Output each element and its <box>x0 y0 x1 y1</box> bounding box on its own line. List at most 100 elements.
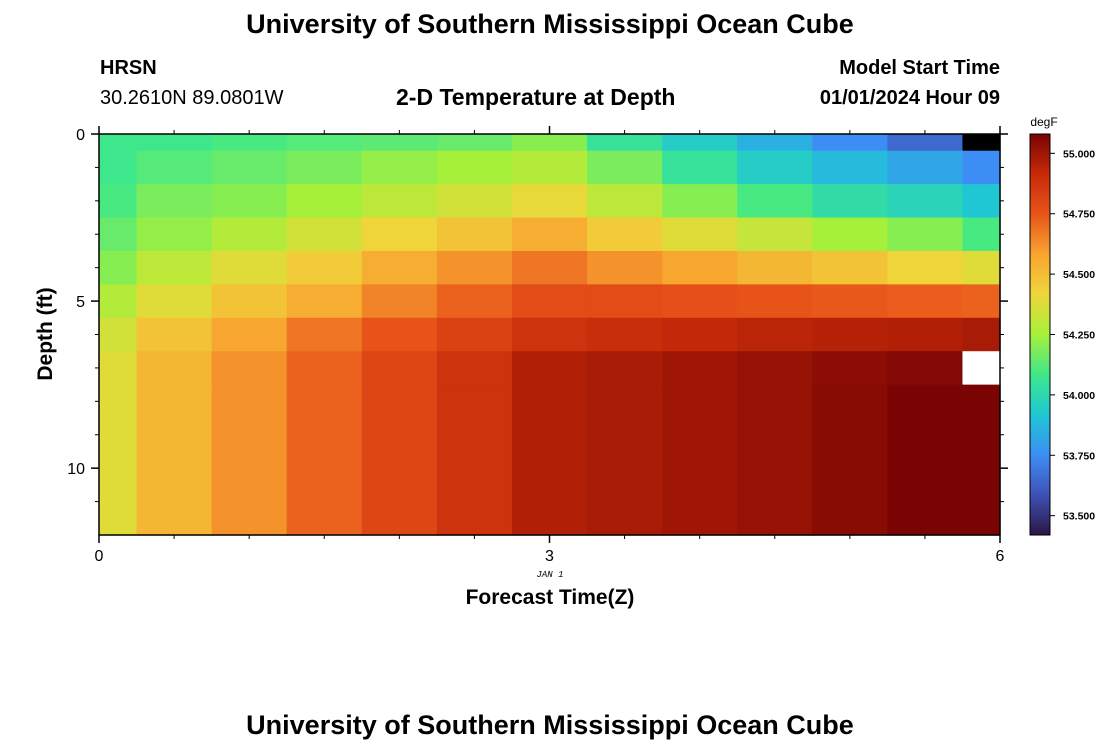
heatmap-cell <box>99 284 138 319</box>
heatmap-cell <box>962 351 1001 386</box>
plot-title: 2-D Temperature at Depth <box>396 84 676 110</box>
heatmap-cell <box>99 184 138 219</box>
heatmap-cell <box>361 250 438 285</box>
colorbar <box>1029 133 1051 536</box>
heatmap-cell <box>436 284 513 319</box>
x-axis-label: Forecast Time(Z) <box>466 586 635 609</box>
heatmap-cell <box>286 351 363 386</box>
heatmap-cell <box>99 134 138 152</box>
heatmap-cell <box>662 150 738 185</box>
heatmap-cell <box>361 217 438 252</box>
footer-title: University of Southern Mississippi Ocean… <box>246 710 854 740</box>
heatmap-cell <box>587 250 663 285</box>
heatmap-cell <box>737 150 813 185</box>
heatmap-cell <box>211 317 288 352</box>
heatmap-cell <box>662 134 738 152</box>
heatmap-cell <box>436 317 513 352</box>
heatmap-cell <box>511 317 588 352</box>
heatmap-cell <box>887 317 964 352</box>
heatmap-cell <box>587 317 663 352</box>
colorbar-tick-label: 54.750 <box>1063 209 1095 221</box>
heatmap-cell <box>887 250 964 285</box>
heatmap-cell <box>211 217 288 252</box>
heatmap-cell <box>286 150 363 185</box>
heatmap-cell <box>99 351 138 386</box>
heatmap-cell <box>812 250 888 285</box>
heatmap-cell <box>99 250 138 285</box>
heatmap-cell <box>737 317 813 352</box>
axes: 0 3 6 0 5 10 <box>67 126 1008 565</box>
heatmap-cell <box>211 351 288 386</box>
heatmap-cell <box>361 384 438 536</box>
heatmap-cell <box>436 134 513 152</box>
heatmap-cell <box>812 351 888 386</box>
heatmap-cell <box>211 150 288 185</box>
heatmap-cell <box>962 317 1001 352</box>
heatmap-cell <box>511 217 588 252</box>
heatmap-cells <box>99 134 1001 536</box>
colorbar-tick-label: 54.500 <box>1063 269 1095 281</box>
page-title: University of Southern Mississippi Ocean… <box>246 9 854 39</box>
heatmap-cell <box>812 134 888 152</box>
heatmap-cell <box>887 384 964 536</box>
heatmap-cell <box>737 351 813 386</box>
heatmap-cell <box>587 184 663 219</box>
station-name: HRSN <box>100 57 157 79</box>
heatmap-cell <box>887 217 964 252</box>
station-coordinates: 30.2610N 89.0801W <box>100 87 284 109</box>
heatmap-cell <box>286 384 363 536</box>
heatmap-cell <box>211 284 288 319</box>
heatmap-cell <box>737 284 813 319</box>
heatmap-cell <box>887 284 964 319</box>
heatmap-cell <box>812 384 888 536</box>
colorbar-tick-label: 55.000 <box>1063 148 1095 160</box>
heatmap-cell <box>99 150 138 185</box>
y-tick-label: 5 <box>76 294 85 311</box>
heatmap-cell <box>99 317 138 352</box>
heatmap-cell <box>662 384 738 536</box>
model-start-label: Model Start Time <box>839 57 1000 79</box>
heatmap-cell <box>286 284 363 319</box>
heatmap-cell <box>286 250 363 285</box>
heatmap-cell <box>136 317 213 352</box>
heatmap-cell <box>962 384 1001 536</box>
heatmap-cell <box>662 217 738 252</box>
heatmap-cell <box>511 250 588 285</box>
heatmap-cell <box>436 184 513 219</box>
y-tick-label: 10 <box>67 461 85 478</box>
heatmap-cell <box>587 284 663 319</box>
heatmap-cell <box>587 384 663 536</box>
heatmap-cell <box>887 351 964 386</box>
colorbar-tick-label: 53.750 <box>1063 450 1095 462</box>
heatmap-cell <box>286 317 363 352</box>
x-tick-label: 3 <box>545 548 554 565</box>
heatmap-cell <box>511 134 588 152</box>
heatmap-cell <box>511 184 588 219</box>
heatmap-cell <box>587 351 663 386</box>
heatmap-cell <box>511 351 588 386</box>
heatmap-cell <box>361 134 438 152</box>
heatmap-cell <box>662 250 738 285</box>
colorbar-tick-label: 54.250 <box>1063 330 1095 342</box>
heatmap-cell <box>211 384 288 536</box>
y-axis-label: Depth (ft) <box>34 287 57 380</box>
heatmap-cell <box>511 384 588 536</box>
temperature-depth-chart: 0 3 6 0 5 10 Forecast Time(Z) JAN 1 Depth (ft… <box>34 115 1095 609</box>
heatmap-cell <box>962 250 1001 285</box>
heatmap-cell <box>136 134 213 152</box>
heatmap-cell <box>436 150 513 185</box>
heatmap-cell <box>136 384 213 536</box>
heatmap-cell <box>662 284 738 319</box>
colorbar-ticks: 53.500 53.750 54.000 54.250 54.500 54.750 55.0… <box>1050 148 1095 523</box>
y-tick-label: 0 <box>76 127 85 144</box>
heatmap-cell <box>361 284 438 319</box>
colorbar-label: degF <box>1030 115 1057 129</box>
heatmap-cell <box>136 184 213 219</box>
heatmap-cell <box>361 150 438 185</box>
heatmap-cell <box>812 317 888 352</box>
heatmap-cell <box>737 184 813 219</box>
heatmap-cell <box>361 184 438 219</box>
heatmap-cell <box>99 384 138 536</box>
heatmap-cell <box>662 184 738 219</box>
heatmap-cell <box>737 134 813 152</box>
